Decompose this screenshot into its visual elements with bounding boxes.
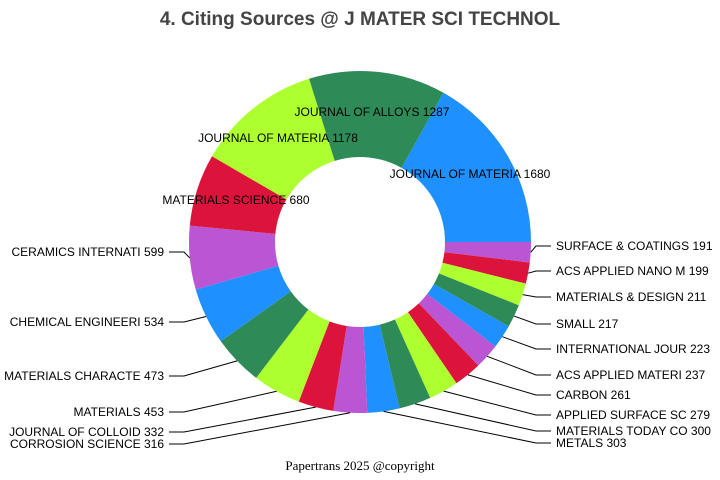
- leader-line: [415, 403, 551, 432]
- slice-label: JOURNAL OF MATERIA 1680: [390, 167, 551, 181]
- donut-slice: [438, 262, 526, 306]
- slice-label: CORROSION SCIENCE 316: [10, 437, 164, 451]
- leader-line: [502, 336, 551, 350]
- donut-slice: [407, 303, 479, 384]
- footer-copyright: Papertrans 2025 @copyright: [285, 458, 435, 473]
- slice-label: SMALL 217: [556, 317, 619, 331]
- leader-line: [169, 406, 316, 433]
- leader-line: [169, 412, 351, 445]
- slice-label: METALS 303: [556, 436, 627, 450]
- leader-line: [522, 294, 551, 298]
- donut-slice: [427, 283, 509, 347]
- leader-line: [169, 251, 191, 259]
- leader-line: [383, 410, 551, 444]
- slice-label: INTERNATIONAL JOUR 223: [556, 342, 710, 356]
- slice-label: JOURNAL OF ALLOYS 1287: [295, 105, 450, 119]
- donut-slice: [433, 273, 519, 327]
- donut-slice: [442, 252, 530, 284]
- leader-line: [530, 245, 551, 253]
- leader-line: [487, 355, 551, 376]
- donut-slice: [401, 92, 531, 242]
- slice-label: CHEMICAL ENGINEERI 534: [10, 315, 165, 329]
- leader-line: [169, 390, 277, 413]
- slice-label: CARBON 261: [556, 388, 631, 402]
- slice-label: ACS APPLIED NANO M 199: [556, 264, 709, 278]
- leader-line: [527, 270, 551, 274]
- slice-label: MATERIALS 453: [74, 405, 165, 419]
- donut-slice: [379, 319, 431, 409]
- slice-label: MATERIALS SCIENCE 680: [162, 193, 309, 207]
- slice-label: MATERIALS & DESIGN 211: [556, 290, 707, 304]
- leader-line: [169, 360, 238, 377]
- donut-slice: [220, 291, 309, 378]
- donut-slice: [212, 78, 335, 200]
- donut-slice: [195, 265, 291, 342]
- donut-slice: [298, 321, 347, 411]
- donut-slice: [256, 309, 330, 402]
- slice-label: ACS APPLIED MATERI 237: [556, 368, 705, 382]
- donut-slice: [188, 225, 279, 290]
- donut-slice: [394, 312, 457, 398]
- slice-label: MATERIALS CHARACTE 473: [4, 369, 164, 383]
- leader-line: [513, 315, 551, 325]
- slice-label: JOURNAL OF COLLOID 332: [9, 425, 164, 439]
- leader-line: [169, 316, 207, 323]
- slice-label: CERAMICS INTERNATI 599: [12, 245, 165, 259]
- donut-slice: [309, 71, 444, 168]
- slice-label: APPLIED SURFACE SC 279: [556, 408, 710, 422]
- donut-slice: [444, 242, 531, 263]
- leader-line: [467, 374, 551, 396]
- donut-slice: [363, 324, 400, 413]
- slice-label: JOURNAL OF MATERIA 1178: [198, 131, 358, 145]
- chart-title: 4. Citing Sources @ J MATER SCI TECHNOL: [160, 9, 561, 30]
- donut-slice: [418, 293, 496, 366]
- donut-slice: [189, 156, 287, 234]
- slice-label: SURFACE & COATINGS 191: [556, 239, 713, 253]
- slice-label: MATERIALS TODAY CO 300: [556, 424, 711, 438]
- leader-line: [443, 390, 551, 416]
- donut-slice: [333, 325, 368, 413]
